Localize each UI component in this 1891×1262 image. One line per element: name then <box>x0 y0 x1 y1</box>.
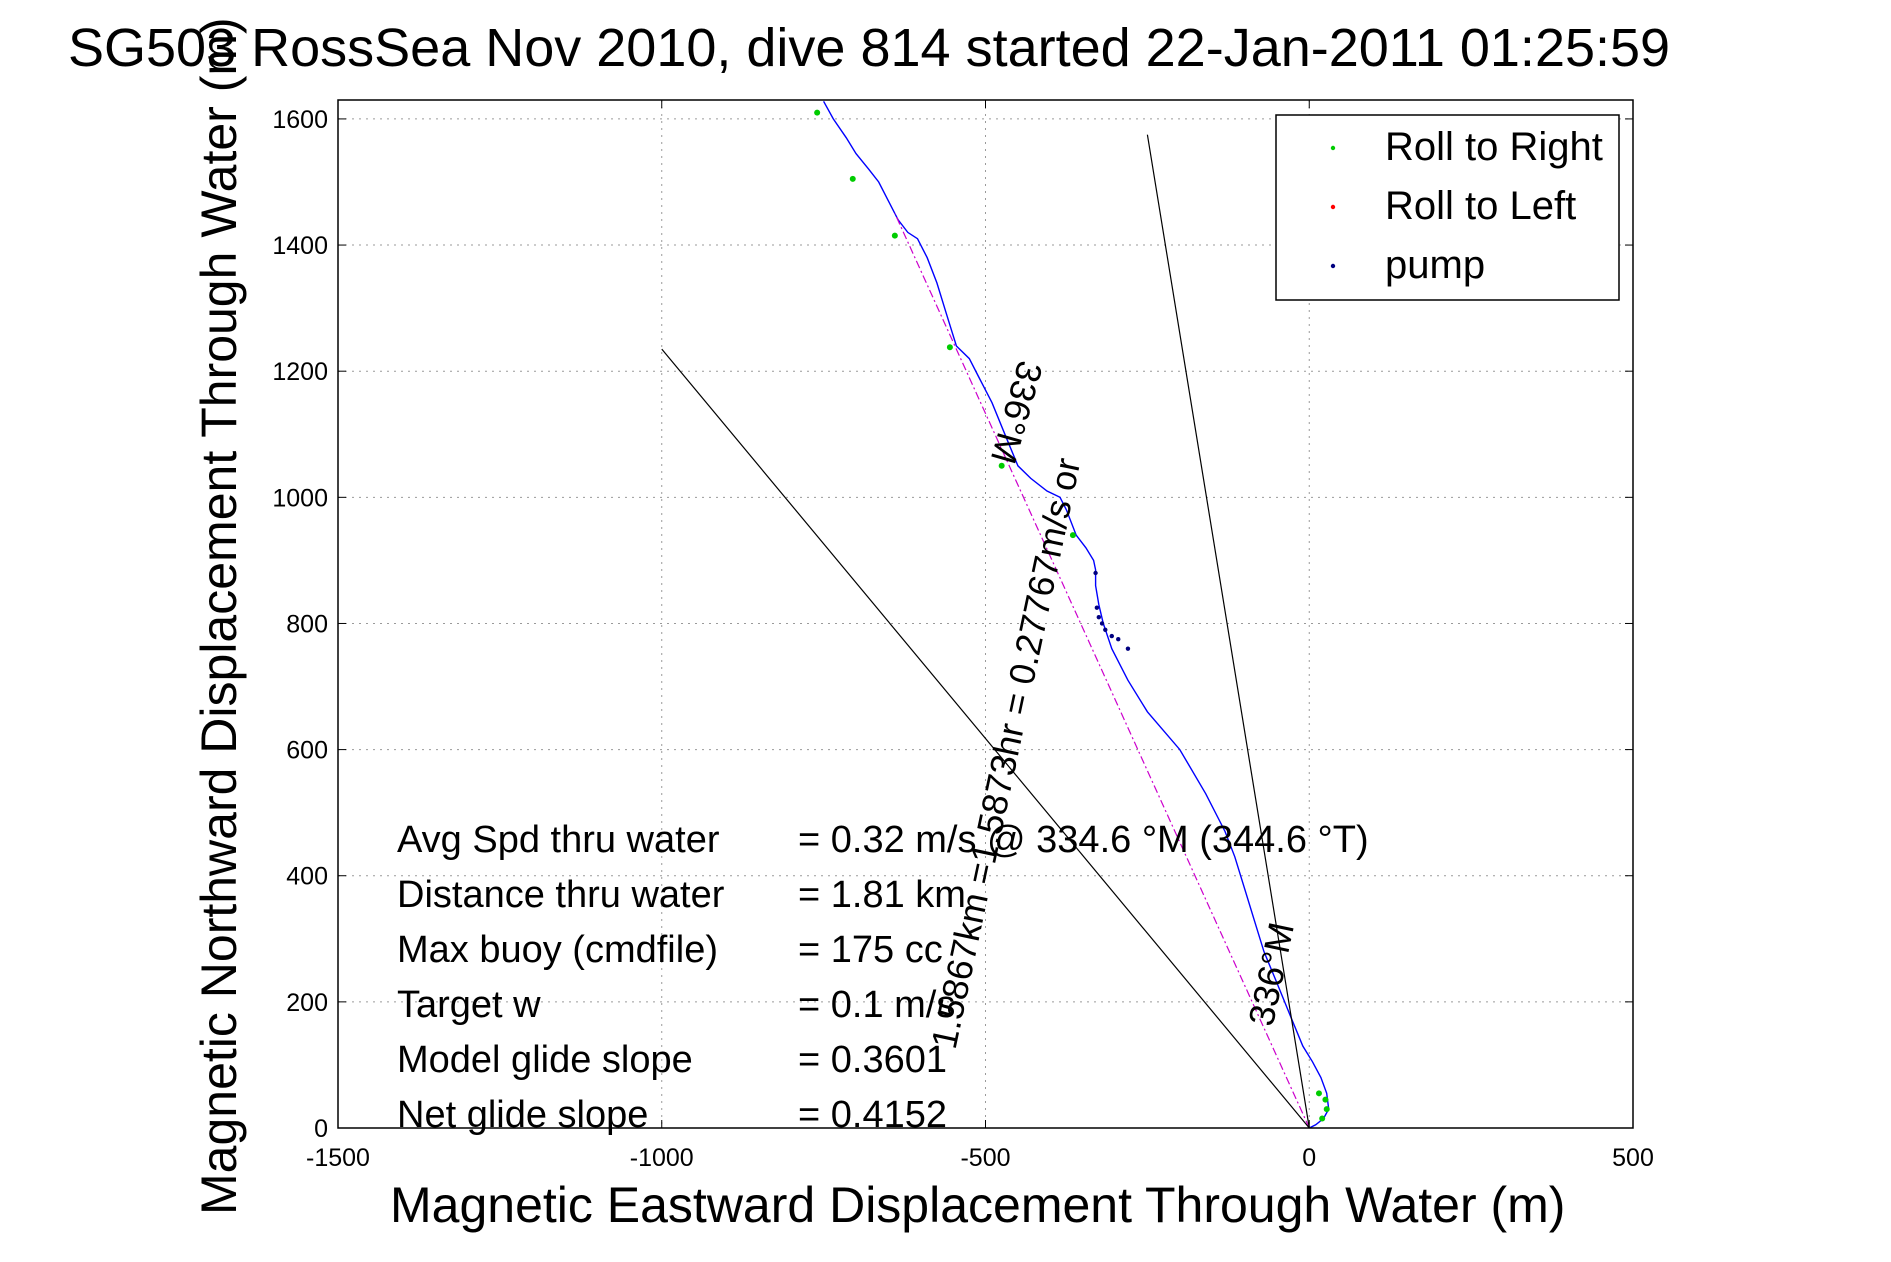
stat-value: = 175 cc <box>798 929 943 971</box>
chart-title: SG503 RossSea Nov 2010, dive 814 started… <box>68 18 1670 78</box>
y-tick-label: 1400 <box>272 232 328 260</box>
legend-marker <box>1330 145 1336 151</box>
y-axis-label: Magnetic Northward Displacement Through … <box>191 17 247 1215</box>
stat-value: = 0.4152 <box>798 1094 947 1136</box>
legend-entry: Roll to Left <box>1385 184 1576 228</box>
stat-value: = 1.81 km <box>798 874 966 916</box>
y-tick-label: 200 <box>286 989 328 1017</box>
legend-marker <box>1330 204 1336 210</box>
series-direct-course-1 <box>894 213 1310 1129</box>
stat-value: = 0.32 m/s @ 334.6 °M (344.6 °T) <box>798 819 1369 861</box>
marker-pump <box>1099 621 1105 626</box>
marker-pump <box>1096 614 1102 620</box>
marker-pump <box>1116 637 1121 642</box>
marker-roll-to-right <box>946 344 953 351</box>
x-tick-label: -1500 <box>306 1144 370 1172</box>
marker-roll-to-right <box>1323 1106 1330 1113</box>
marker-pump <box>1094 605 1100 610</box>
markers <box>814 109 1330 1122</box>
stat-label: Target w <box>397 984 541 1026</box>
marker-pump <box>1093 570 1098 576</box>
ticks: -1500 -1000 -500 0 500 0 200 400 600 800 1000 1200 1… <box>272 100 1654 1172</box>
legend-entry: pump <box>1385 243 1485 287</box>
legend: Roll to Right Roll to Left pump <box>1275 114 1620 301</box>
x-axis-label: Magnetic Eastward Displacement Through W… <box>390 1177 1565 1233</box>
y-tick-label: 1600 <box>272 106 328 134</box>
x-tick-label: 500 <box>1612 1144 1654 1172</box>
marker-roll-to-right <box>998 462 1005 469</box>
marker-roll-to-right <box>1069 532 1076 539</box>
stat-value: = 0.1 m/s <box>798 984 955 1026</box>
y-tick-label: 1200 <box>272 358 328 386</box>
series-reference-line-2 <box>661 348 1310 1129</box>
marker-roll-to-right <box>849 175 856 182</box>
plot-lines <box>661 100 1330 1129</box>
legend-entry: Roll to Right <box>1385 125 1603 169</box>
stat-value: = 0.3601 <box>798 1039 947 1081</box>
series-reference-line-3 <box>1146 134 1310 1129</box>
y-tick-label: 600 <box>286 737 328 765</box>
marker-roll-to-right <box>814 109 821 116</box>
marker-roll-to-right <box>1322 1096 1329 1103</box>
marker-roll-to-right <box>1319 1115 1326 1122</box>
marker-roll-to-right <box>1315 1090 1322 1097</box>
series-track-0 <box>822 100 1330 1129</box>
stat-label: Max buoy (cmdfile) <box>397 929 718 971</box>
y-tick-label: 400 <box>286 863 328 891</box>
y-tick-label: 800 <box>286 610 328 638</box>
stats-panel: Avg Spd thru water = 0.32 m/s @ 334.6 °M … <box>397 819 1369 1136</box>
stat-label: Distance thru water <box>397 874 725 916</box>
marker-pump <box>1125 646 1131 651</box>
x-tick-label: -500 <box>960 1144 1010 1172</box>
legend-marker <box>1330 263 1336 269</box>
stat-label: Avg Spd thru water <box>397 819 720 861</box>
marker-pump <box>1103 627 1108 632</box>
y-tick-label: 0 <box>314 1115 328 1143</box>
marker-pump <box>1109 633 1114 639</box>
x-tick-label: -1000 <box>630 1144 694 1172</box>
x-tick-label: 0 <box>1302 1144 1316 1172</box>
y-tick-label: 1000 <box>272 484 328 512</box>
marker-roll-to-right <box>891 232 898 239</box>
stat-label: Net glide slope <box>397 1094 648 1136</box>
stat-label: Model glide slope <box>397 1039 693 1081</box>
